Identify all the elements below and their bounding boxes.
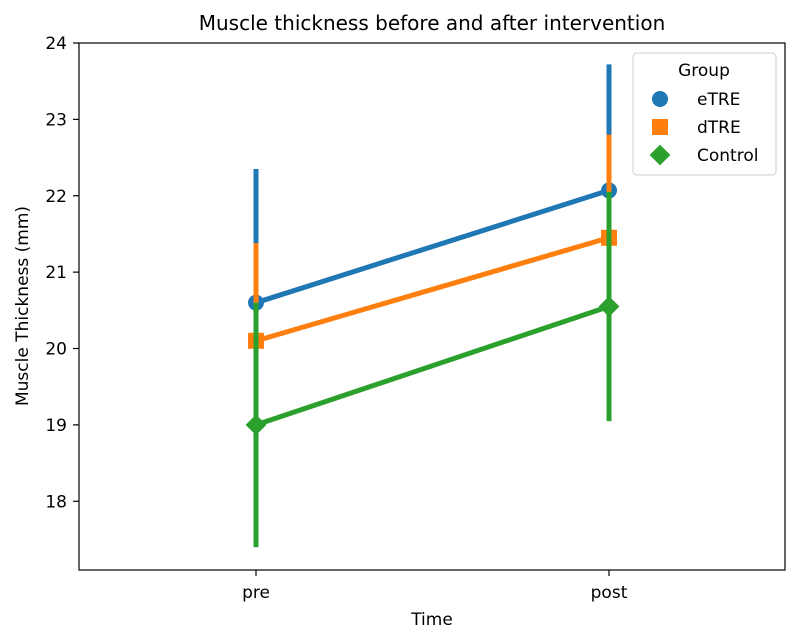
x-tick-label: pre bbox=[242, 583, 270, 603]
plot-frame bbox=[78, 42, 786, 571]
legend-item-dtre: dTRE bbox=[652, 118, 741, 138]
data-point-control bbox=[598, 296, 620, 317]
legend-label-dtre: dTRE bbox=[697, 118, 741, 138]
series-line-etre bbox=[255, 188, 610, 306]
data-point-control bbox=[245, 414, 267, 436]
plot-layer bbox=[245, 64, 620, 548]
legend-marker-control bbox=[649, 144, 671, 166]
legend-title: Group bbox=[678, 61, 730, 81]
legend: Group eTRE dTRE Control bbox=[632, 52, 777, 176]
legend-marker-dtre bbox=[652, 119, 668, 135]
legend-label-etre: eTRE bbox=[697, 90, 740, 110]
y-tick-label: 18 bbox=[45, 492, 67, 512]
y-tick-label: 20 bbox=[45, 340, 67, 360]
y-tick-label: 19 bbox=[45, 416, 67, 436]
legend-item-control: Control bbox=[649, 144, 758, 166]
x-tick-label: post bbox=[591, 583, 628, 603]
legend-items: eTRE dTRE Control bbox=[649, 90, 758, 166]
axes-layer: 18 19 20 21 22 23 24 pre post bbox=[45, 34, 627, 603]
legend-item-etre: eTRE bbox=[652, 90, 740, 110]
legend-box bbox=[632, 52, 777, 176]
chart-title: Muscle thickness before and after interv… bbox=[199, 11, 666, 35]
series-line-dtre bbox=[255, 235, 610, 344]
legend-marker-etre bbox=[652, 91, 668, 107]
y-axis-label: Muscle Thickness (mm) bbox=[13, 206, 33, 406]
series-control bbox=[245, 191, 620, 548]
y-tick-label: 23 bbox=[45, 110, 67, 130]
series-etre bbox=[248, 64, 617, 425]
legend-label-control: Control bbox=[697, 146, 758, 166]
series-line-control bbox=[255, 304, 610, 428]
y-tick-label: 21 bbox=[45, 263, 67, 283]
x-axis-label: Time bbox=[410, 610, 453, 630]
y-tick-label: 22 bbox=[45, 187, 67, 207]
y-tick-label: 24 bbox=[45, 34, 67, 54]
